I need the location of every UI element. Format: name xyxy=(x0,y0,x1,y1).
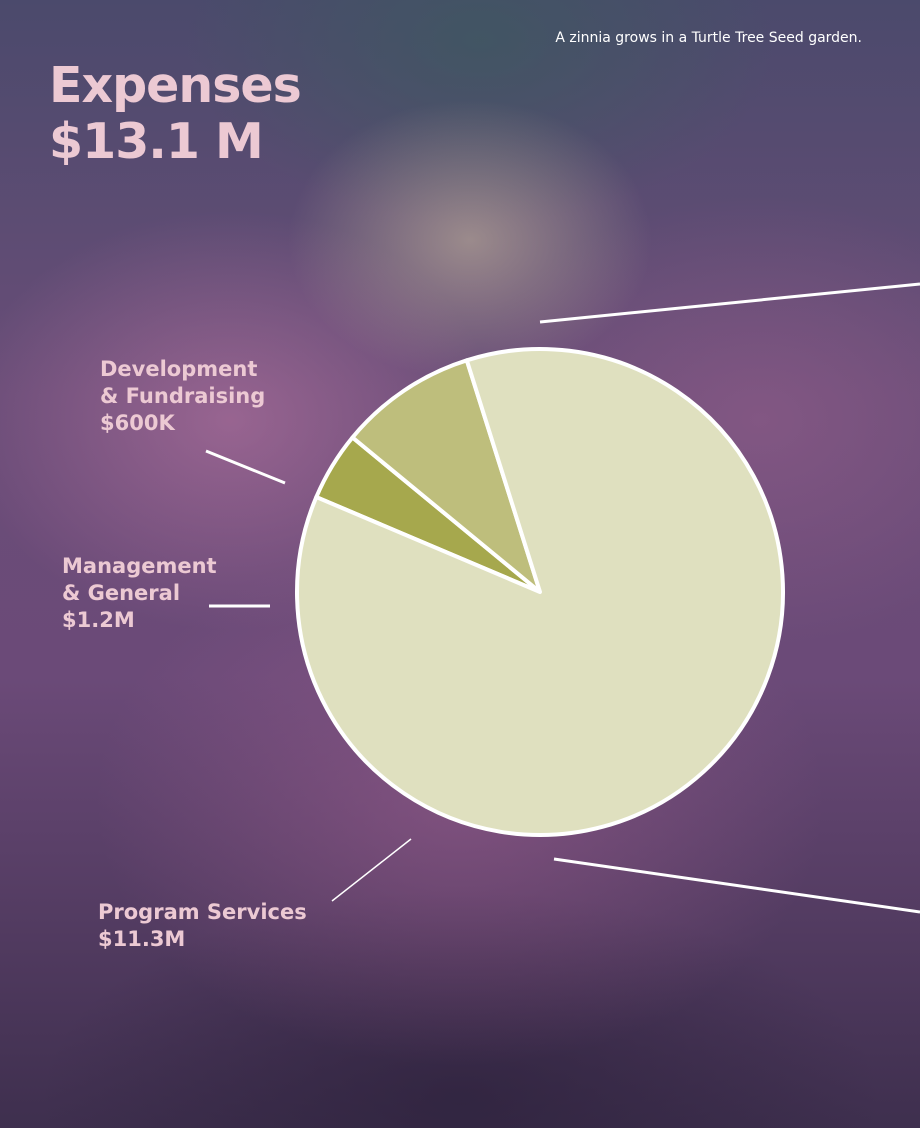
title-expenses: Expenses xyxy=(49,57,302,114)
label-management: Management & General $1.2M xyxy=(62,553,217,634)
page-title: Expenses $13.1 M xyxy=(49,57,302,170)
leader-line-bottom-decor xyxy=(553,857,920,914)
label-development-line2: & Fundraising xyxy=(100,384,266,408)
leader-line-program xyxy=(331,838,412,902)
slice-program xyxy=(295,347,785,837)
label-program-value: $11.3M xyxy=(98,927,186,951)
title-total: $13.1 M xyxy=(49,113,264,170)
photo-caption: A zinnia grows in a Turtle Tree Seed gar… xyxy=(555,30,862,46)
leader-line-development xyxy=(205,449,286,485)
label-management-line1: Management xyxy=(62,554,217,578)
slice-management xyxy=(350,358,542,594)
label-program-line1: Program Services xyxy=(98,900,307,924)
label-development-line1: Development xyxy=(100,357,258,381)
label-management-line2: & General xyxy=(62,581,181,605)
label-development: Development & Fundraising $600K xyxy=(100,356,265,437)
label-management-value: $1.2M xyxy=(62,608,135,632)
pie-slices xyxy=(295,347,785,837)
label-development-value: $600K xyxy=(100,411,175,435)
label-program: Program Services $11.3M xyxy=(98,899,307,953)
leader-lines xyxy=(205,282,920,914)
leader-line-top-decor xyxy=(539,282,920,324)
